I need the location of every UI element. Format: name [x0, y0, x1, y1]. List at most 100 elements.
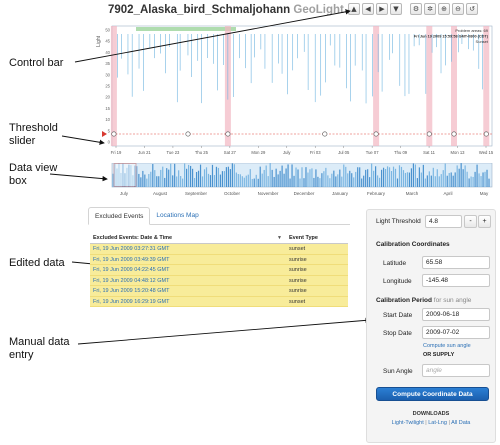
threshold-increment-button[interactable]: +: [478, 215, 491, 228]
overview-month-label: November: [258, 191, 279, 196]
table-row[interactable]: Fri, 19 Jun 2009 15:20:48 GMT sunrise: [90, 286, 348, 297]
overview-month-label: August: [153, 191, 168, 196]
overview-month-label: May: [480, 191, 489, 196]
sort-down-icon[interactable]: ▼: [277, 235, 282, 241]
y-tick-label: 40: [105, 50, 110, 55]
x-tick-label: Mon 29: [251, 150, 266, 155]
calibration-coordinates-heading: Calibration Coordinates: [376, 241, 450, 248]
overview-month-label: July: [120, 191, 129, 196]
annotation-manual-entry: Manual data entry: [9, 336, 70, 361]
overview-month-label: September: [185, 191, 208, 196]
header-date[interactable]: Excluded Events: Date & Time ▼: [93, 235, 282, 241]
overview-month-label: April: [443, 191, 452, 196]
header-type[interactable]: Event Type: [289, 235, 318, 241]
twilight-marker[interactable]: [483, 131, 489, 137]
excluded-event-band[interactable]: [426, 26, 433, 146]
light-threshold-input[interactable]: 4.8: [425, 215, 462, 228]
downloads-heading: DOWNLOADS: [412, 411, 450, 417]
excluded-event-band[interactable]: [483, 26, 490, 146]
download-all-data-link[interactable]: All Data: [451, 420, 471, 426]
overview-month-label: December: [294, 191, 315, 196]
hover-info: Problem areas: 69: [455, 28, 488, 33]
hover-info: Fri Jun 19 2009 15:59:58 GMT-0800 (CDT): [414, 35, 489, 39]
y-tick-label: 50: [105, 28, 110, 33]
y-tick-label: 10: [105, 117, 110, 122]
event-date[interactable]: Fri, 19 Jun 2009 03:49:39 GMT: [93, 256, 170, 263]
table-row[interactable]: Fri, 19 Jun 2009 03:49:39 GMT sunrise: [90, 254, 348, 265]
excluded-events-table: Excluded Events: Date & Time ▼ Event Typ…: [90, 233, 348, 307]
start-date-input[interactable]: 2009-06-18: [422, 308, 490, 321]
table-row[interactable]: Fri, 19 Jun 2009 04:22:45 GMT sunrise: [90, 265, 348, 276]
compute-coordinate-data-button[interactable]: Compute Coordinate Data: [376, 387, 489, 401]
table-header: Excluded Events: Date & Time ▼ Event Typ…: [90, 233, 348, 244]
settings-icon[interactable]: ⚙: [410, 3, 422, 15]
compute-sun-angle-link[interactable]: Compute sun angle: [423, 343, 471, 349]
twilight-marker[interactable]: [225, 131, 231, 137]
event-date[interactable]: Fri, 19 Jun 2009 04:48:12 GMT: [93, 277, 170, 284]
zoom-in-icon[interactable]: ⊕: [438, 3, 450, 15]
stop-date-input[interactable]: 2009-07-02: [422, 326, 490, 339]
event-type: sunset: [289, 246, 306, 252]
twilight-marker[interactable]: [373, 131, 379, 137]
event-date[interactable]: Fri, 19 Jun 2009 15:20:48 GMT: [93, 288, 170, 294]
tab-locations-map[interactable]: Locations Map: [156, 212, 199, 219]
data-view-box[interactable]: [113, 163, 137, 187]
annotation-threshold-slider: Threshold slider: [9, 122, 58, 147]
longitude-label: Longitude: [383, 278, 412, 285]
threshold-decrement-button[interactable]: -: [464, 215, 477, 228]
x-tick-label: Thu 09: [394, 150, 408, 155]
arrow-up-icon[interactable]: ▲: [348, 3, 360, 15]
event-date[interactable]: Fri, 19 Jun 2009 03:27:31 GMT: [93, 246, 170, 252]
table-row[interactable]: Fri, 19 Jun 2009 03:27:31 GMT sunset: [90, 244, 348, 255]
excluded-event-band[interactable]: [110, 26, 117, 146]
light-series: [117, 34, 484, 104]
bottom-tabs: Excluded Events Locations Map: [88, 207, 350, 225]
event-type: sunrise: [289, 288, 307, 294]
table-row[interactable]: Fri, 19 Jun 2009 16:29:19 GMT sunset: [90, 296, 348, 307]
y-tick-label: 5: [108, 128, 111, 133]
light-threshold-label: Light Threshold: [376, 218, 421, 225]
event-date[interactable]: Fri, 19 Jun 2009 04:22:45 GMT: [93, 267, 170, 273]
y-tick-label: 25: [105, 84, 110, 89]
y-axis-label: Light: [96, 35, 102, 46]
threshold-slider-handle[interactable]: [102, 131, 107, 137]
table-row[interactable]: Fri, 19 Jun 2009 04:48:12 GMT sunrise: [90, 275, 348, 286]
x-tick-label: Sat 11: [423, 150, 435, 155]
overview-month-label: March: [406, 191, 419, 196]
zoom-out-icon[interactable]: ⊖: [452, 3, 464, 15]
twilight-marker[interactable]: [451, 131, 457, 137]
data-view-overview[interactable]: July August September October November Decemb…: [94, 163, 496, 201]
twilight-marker[interactable]: [426, 131, 432, 137]
twilight-marker[interactable]: [322, 131, 328, 137]
arrow-down-icon[interactable]: ▼: [390, 3, 402, 15]
event-type: sunrise: [289, 256, 307, 263]
reset-icon[interactable]: ↺: [466, 3, 478, 15]
x-tick-label: Wed 15: [479, 150, 494, 155]
stop-date-label: Stop Date: [383, 330, 412, 337]
download-lat-lng-link[interactable]: Lat-Lng: [428, 420, 447, 426]
arrow-left-icon[interactable]: ◀: [362, 3, 374, 15]
annotation-control-bar: Control bar: [9, 57, 64, 69]
event-type: sunrise: [289, 277, 307, 284]
latitude-input[interactable]: 65.58: [422, 256, 490, 269]
tab-excluded-events[interactable]: Excluded Events: [88, 207, 151, 225]
sun-angle-input[interactable]: angle: [422, 364, 490, 377]
y-tick-label: 45: [105, 39, 110, 44]
x-tick-label: Fri 03: [310, 150, 321, 155]
event-date[interactable]: Fri, 19 Jun 2009 16:29:19 GMT: [93, 298, 170, 305]
twilight-marker[interactable]: [185, 131, 191, 137]
x-tick-label: Mon 13: [451, 150, 466, 155]
x-tick-label: July: [283, 150, 291, 155]
table-body: Fri, 19 Jun 2009 03:27:31 GMT sunset Fri, …: [90, 244, 348, 307]
download-light-twilight-link[interactable]: Light-Twilight: [391, 420, 424, 426]
longitude-input[interactable]: -145.48: [422, 274, 490, 287]
y-tick-label: 35: [105, 61, 110, 66]
arrow-right-icon[interactable]: ▶: [376, 3, 388, 15]
latitude-label: Latitude: [383, 260, 407, 267]
excluded-event-band[interactable]: [373, 26, 380, 146]
excluded-event-band[interactable]: [451, 26, 457, 146]
gear-icon[interactable]: ✲: [424, 3, 436, 15]
download-links: Light-Twilight | Lat-Lng | All Data: [391, 420, 471, 426]
twilight-marker[interactable]: [111, 131, 117, 137]
